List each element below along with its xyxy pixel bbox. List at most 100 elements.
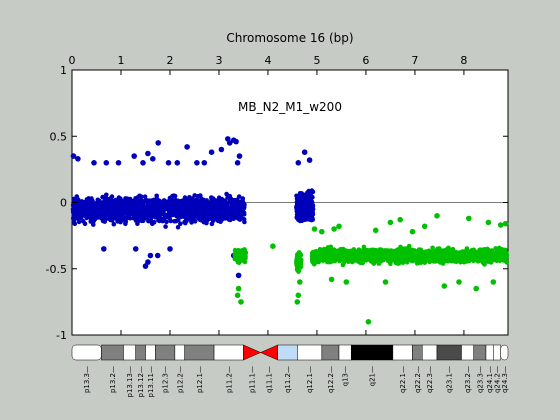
ideogram-band-label: p13.11— [147,366,155,397]
data-point [78,205,83,210]
data-point [158,201,163,206]
data-point [315,256,320,262]
data-point [238,299,244,305]
data-point [227,197,233,203]
data-point [336,248,342,253]
data-point [174,210,180,216]
data-point [456,279,462,285]
data-point [75,197,81,202]
data-point [404,259,410,265]
data-point [388,248,394,254]
data-point [216,207,221,212]
data-point [301,149,308,155]
data-point [222,198,227,204]
data-point [101,246,107,252]
data-point [235,272,242,279]
data-point [301,204,306,210]
x-tick-label: 4 [264,54,271,67]
data-point [108,217,113,223]
data-point [339,255,345,261]
ideogram-band-label: p13.3— [83,366,91,393]
data-point [145,150,151,157]
data-point [115,160,122,166]
data-point [440,261,446,266]
data-point [240,257,245,263]
data-point [206,211,212,216]
data-point [139,194,144,200]
data-point [86,214,92,220]
data-point [318,253,323,258]
data-point [479,248,484,254]
ideogram-band [184,344,215,361]
data-point [325,259,330,265]
data-point [310,212,316,217]
ideogram-band-label: q12.2— [327,366,335,393]
data-point [336,255,341,260]
data-point [234,292,241,299]
y-axis-ticks: 1 0.5 0 -0.5 -1 [46,64,508,342]
data-point [214,215,219,220]
data-point [309,217,315,223]
x-tick-label: 2 [166,54,173,67]
data-point [131,198,137,204]
data-point [125,199,131,205]
data-point [319,228,325,235]
data-point [396,254,401,260]
data-point [184,202,190,208]
data-point [331,226,337,232]
data-point [360,257,366,262]
data-point [381,254,387,260]
data-point [102,219,107,224]
data-point [425,253,431,259]
ideogram-band [243,344,262,361]
data-point [464,246,470,251]
data-point [374,258,380,264]
ideogram-band [71,344,102,361]
data-point [328,259,334,265]
data-point [151,219,157,225]
data-point [503,256,509,262]
data-point [226,140,233,146]
x-tick-label: 3 [215,54,222,67]
data-point [373,248,378,254]
data-point [146,218,151,224]
ideogram-band [493,344,501,361]
data-point [137,200,143,206]
data-point [382,279,389,285]
chromosome-ideogram: p13.3— p13.2— p13.13— p13.12— p13.11— p12.3— p… [71,344,509,397]
data-point [84,208,90,214]
data-point [372,227,379,234]
data-point [336,223,342,230]
data-point [116,195,122,200]
data-point [449,258,454,264]
data-point [94,210,99,215]
ideogram-band [101,344,124,361]
series-1 [70,136,316,279]
data-point [72,221,78,227]
data-point [232,247,238,253]
data-point [466,258,472,264]
data-point [241,212,247,217]
ideogram-band [485,344,494,361]
data-point [168,203,174,209]
data-point [157,215,163,221]
data-point [471,258,476,264]
data-point [437,246,442,251]
ideogram-band-label: q24.3— [501,366,509,393]
data-point [120,199,125,204]
data-point [146,206,152,212]
ideogram-band-label: p12.2— [176,366,184,393]
data-point [306,188,312,194]
ideogram-band [259,344,279,361]
data-point [154,205,159,211]
ideogram-band-label: q23.3— [476,366,484,393]
data-point [167,195,173,201]
data-point [306,157,313,163]
ideogram-band-label: p11.2— [225,366,233,393]
data-point [296,201,302,207]
data-point [341,261,347,266]
data-point [469,248,475,253]
data-point [448,254,454,260]
ideogram-band-label: p13.2— [109,366,117,393]
data-point [194,160,200,166]
